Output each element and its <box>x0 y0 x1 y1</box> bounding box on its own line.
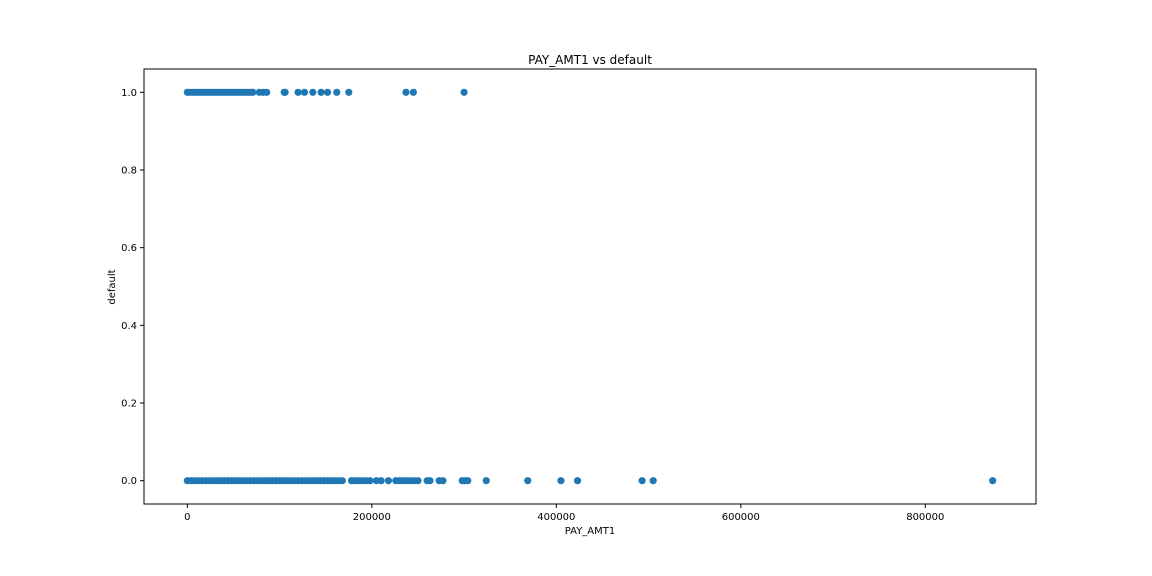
data-point <box>409 88 417 96</box>
data-point <box>345 88 353 96</box>
x-tick-label: 200000 <box>353 512 391 523</box>
x-tick-label: 400000 <box>537 512 575 523</box>
y-tick-label: 0.6 <box>121 243 137 254</box>
y-tick-label: 0.4 <box>121 321 137 332</box>
chart-title: PAY_AMT1 vs default <box>528 53 652 67</box>
data-point <box>249 88 257 96</box>
x-tick-label: 600000 <box>722 512 760 523</box>
data-point <box>294 88 302 96</box>
data-point <box>384 477 393 485</box>
y-tick-label: 0.8 <box>121 165 137 176</box>
y-axis-label: default <box>107 269 118 304</box>
data-point <box>638 477 646 485</box>
data-point <box>464 477 472 485</box>
y-tick-label: 0.2 <box>121 399 137 410</box>
data-point <box>263 88 271 96</box>
data-point <box>323 88 332 96</box>
x-tick-label: 800000 <box>906 512 944 523</box>
y-tick-label: 0.0 <box>121 476 137 487</box>
data-point <box>366 477 374 485</box>
points-layer <box>183 88 997 485</box>
data-point <box>439 477 447 485</box>
data-point <box>281 88 289 96</box>
data-point <box>300 88 309 96</box>
data-point <box>402 88 410 96</box>
y-tick-label: 1.0 <box>121 88 137 99</box>
x-axis: 0 200000 400000 600000 800000 <box>184 504 944 523</box>
y-axis: 0.0 0.2 0.4 0.6 0.8 1.0 <box>121 88 144 487</box>
data-point <box>309 88 317 96</box>
x-axis-label: PAY_AMT1 <box>565 526 616 537</box>
data-point <box>338 477 346 485</box>
data-point <box>573 477 582 485</box>
data-point <box>557 477 565 485</box>
data-point <box>377 477 385 485</box>
data-point <box>524 477 532 485</box>
data-point <box>333 88 341 96</box>
data-point <box>426 477 434 485</box>
x-tick-label: 0 <box>184 512 190 523</box>
data-point <box>317 88 325 96</box>
data-point <box>989 477 997 485</box>
data-point <box>482 477 490 485</box>
data-point <box>414 477 422 485</box>
data-point <box>649 477 657 485</box>
plot-frame <box>143 68 1037 505</box>
data-point <box>460 88 468 96</box>
